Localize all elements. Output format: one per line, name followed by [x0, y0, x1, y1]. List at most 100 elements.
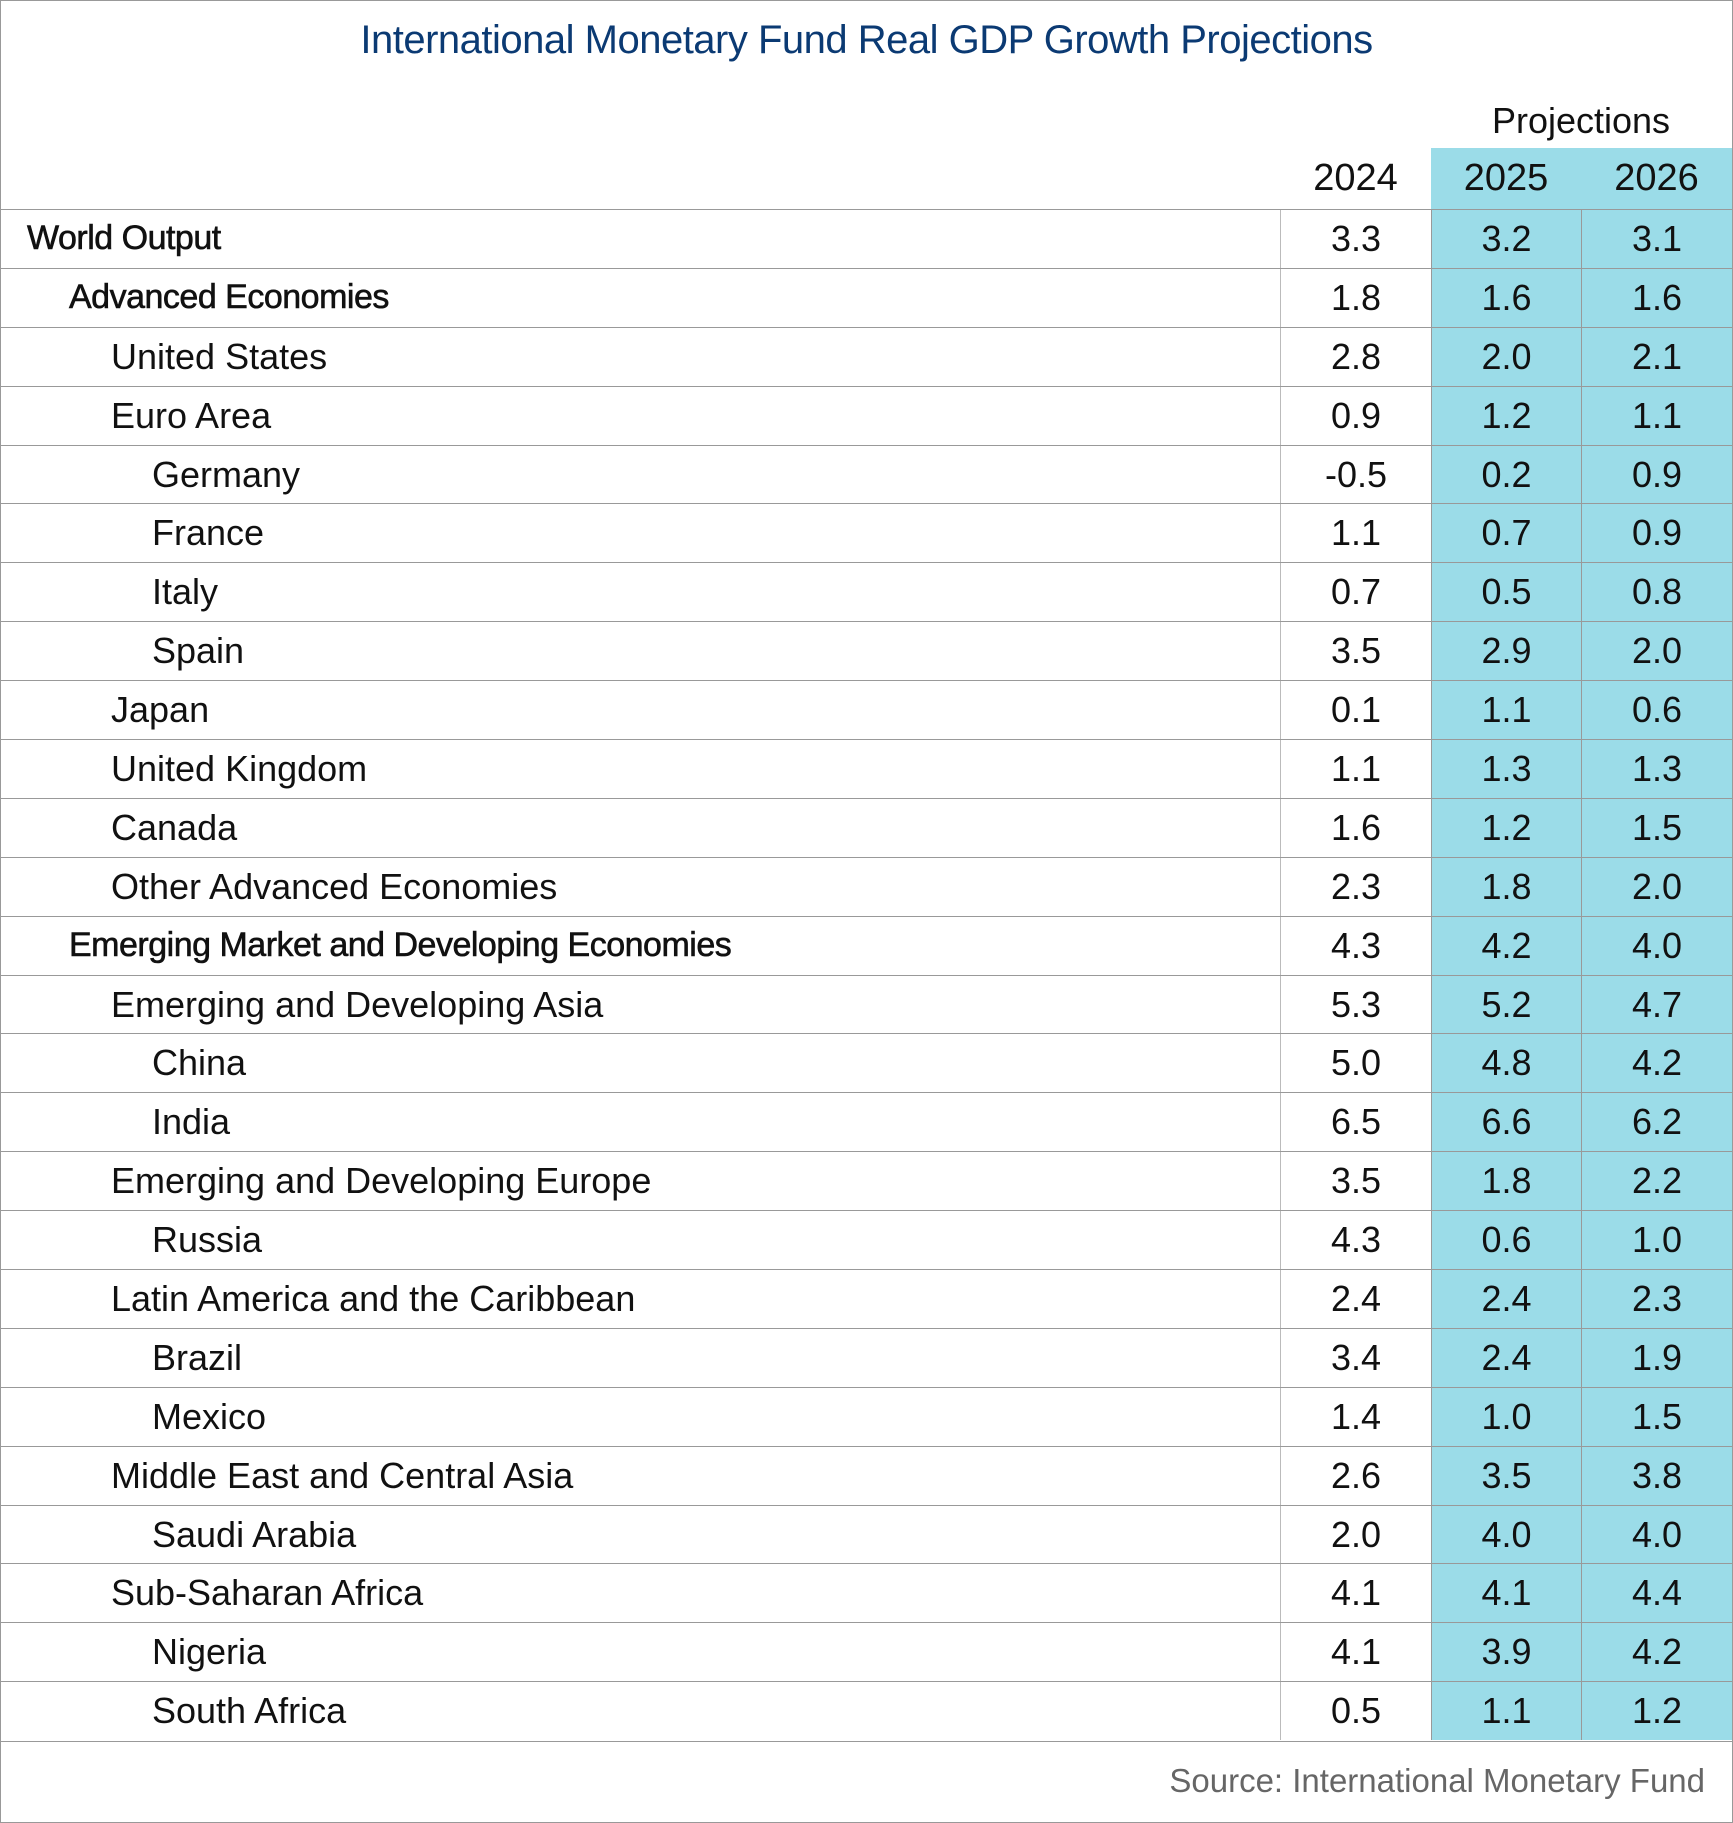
cell-2026: 2.0	[1581, 622, 1732, 681]
cell-2024: 0.5	[1280, 1682, 1431, 1741]
cell-2024: 2.0	[1280, 1505, 1431, 1564]
cell-2025: 0.2	[1431, 445, 1581, 504]
page-title: International Monetary Fund Real GDP Gro…	[360, 18, 1373, 62]
cell-2026: 1.6	[1581, 268, 1732, 327]
cell-2025: 6.6	[1431, 1093, 1581, 1152]
table-row: Brazil 3.4 2.4 1.9	[0, 1327, 1733, 1387]
cell-2024: 1.4	[1280, 1387, 1431, 1446]
projections-label: Projections	[1491, 100, 1671, 141]
cell-2026: 0.8	[1581, 563, 1732, 622]
cell-2026: 3.1	[1581, 210, 1732, 268]
cell-2024: 0.1	[1280, 681, 1431, 740]
cell-2025: 1.1	[1431, 1682, 1581, 1741]
cell-2026: 4.0	[1581, 1505, 1732, 1564]
row-label: China	[152, 1042, 247, 1084]
cell-2024: 1.6	[1280, 798, 1431, 857]
row-label: Brazil	[152, 1336, 243, 1378]
table-row: Emerging Market and Developing Economies…	[0, 915, 1733, 975]
row-label: Canada	[111, 806, 238, 848]
row-label: Sub-Saharan Africa	[111, 1572, 424, 1614]
table-row: Advanced Economies 1.8 1.6 1.6	[0, 267, 1733, 327]
cell-2024: 3.4	[1280, 1328, 1431, 1387]
table-row: Sub-Saharan Africa 4.1 4.1 4.4	[0, 1563, 1733, 1623]
row-label: Other Advanced Economies	[111, 865, 558, 907]
cell-2025: 0.5	[1431, 563, 1581, 622]
row-label: Euro Area	[111, 394, 272, 436]
table-row: Canada 1.6 1.2 1.5	[0, 797, 1733, 857]
cell-2026: 4.0	[1581, 916, 1732, 975]
cell-2025: 1.2	[1431, 798, 1581, 857]
cell-2025: 1.2	[1431, 386, 1581, 445]
cell-2026: 1.1	[1581, 386, 1732, 445]
cell-2024: 4.3	[1280, 916, 1431, 975]
row-label: United States	[111, 335, 328, 377]
row-label: Italy	[152, 571, 219, 613]
table-row: Italy 0.7 0.5 0.8	[0, 562, 1733, 622]
cell-2025: 3.2	[1431, 210, 1581, 268]
cell-2024: 4.1	[1280, 1564, 1431, 1623]
cell-2024: 3.5	[1280, 1152, 1431, 1211]
cell-2024: 3.5	[1280, 622, 1431, 681]
cell-2025: 1.8	[1431, 1152, 1581, 1211]
table-row: Spain 3.5 2.9 2.0	[0, 621, 1733, 681]
cell-2024: 5.0	[1280, 1034, 1431, 1093]
row-label: Russia	[152, 1219, 263, 1261]
row-label: Mexico	[152, 1395, 267, 1437]
cell-2026: 1.3	[1581, 740, 1732, 798]
row-label: Saudi Arabia	[152, 1513, 357, 1555]
table-row: Nigeria 4.1 3.9 4.2	[0, 1622, 1733, 1682]
cell-2025: 4.1	[1431, 1564, 1581, 1623]
cell-2025: 0.6	[1431, 1211, 1581, 1270]
row-label: South Africa	[152, 1690, 347, 1732]
cell-2024: 5.3	[1280, 975, 1431, 1034]
table-row: United Kingdom 1.1 1.3 1.3	[0, 739, 1733, 798]
cell-2026: 2.2	[1581, 1152, 1732, 1211]
cell-2025: 1.6	[1431, 268, 1581, 327]
row-label: Spain	[152, 630, 245, 672]
cell-2024: 1.1	[1280, 504, 1431, 563]
row-label: Emerging Market and Developing Economies	[69, 925, 732, 964]
cell-2026: 0.9	[1581, 445, 1732, 504]
table-row: Russia 4.3 0.6 1.0	[0, 1210, 1733, 1270]
column-header-2024: 2024	[1313, 157, 1398, 199]
cell-2024: 2.8	[1280, 327, 1431, 386]
cell-2025: 2.0	[1431, 327, 1581, 386]
table-row: Other Advanced Economies 2.3 1.8 2.0	[0, 856, 1733, 916]
row-label: United Kingdom	[111, 748, 368, 790]
cell-2026: 1.9	[1581, 1328, 1732, 1387]
cell-2025: 0.7	[1431, 504, 1581, 563]
cell-2024: 4.3	[1280, 1211, 1431, 1270]
cell-2026: 3.8	[1581, 1446, 1732, 1505]
cell-2026: 2.0	[1581, 857, 1732, 916]
row-label: Latin America and the Caribbean	[111, 1278, 636, 1320]
cell-2026: 4.4	[1581, 1564, 1732, 1623]
table-row: Euro Area 0.9 1.2 1.1	[0, 385, 1733, 445]
row-label: Advanced Economies	[69, 277, 390, 317]
cell-2025: 4.0	[1431, 1505, 1581, 1564]
cell-2025: 2.4	[1431, 1270, 1581, 1328]
cell-2025: 2.4	[1431, 1328, 1581, 1387]
cell-2026: 4.7	[1581, 975, 1732, 1034]
table-row: United States 2.8 2.0 2.1	[0, 326, 1733, 386]
table-row: South Africa 0.5 1.1 1.2	[0, 1681, 1733, 1741]
cell-2026: 4.2	[1581, 1623, 1732, 1682]
cell-2025: 4.2	[1431, 916, 1581, 975]
row-label: World Output	[27, 219, 222, 258]
table-row: World Output 3.3 3.2 3.1	[0, 209, 1733, 268]
table-row: Emerging and Developing Asia 5.3 5.2 4.7	[0, 974, 1733, 1034]
row-label: Nigeria	[152, 1631, 267, 1673]
table-row: Latin America and the Caribbean 2.4 2.4 2.3	[0, 1269, 1733, 1328]
cell-2026: 0.9	[1581, 504, 1732, 563]
cell-2024: 2.3	[1280, 857, 1431, 916]
cell-2024: 6.5	[1280, 1093, 1431, 1152]
cell-2026: 1.2	[1581, 1682, 1732, 1741]
row-label: France	[152, 512, 265, 554]
table-body: World Output 3.3 3.2 3.1 Advanced Economies 1…	[0, 209, 1733, 1741]
column-header-2025: 2025	[1431, 148, 1581, 209]
row-label: Middle East and Central Asia	[111, 1454, 574, 1496]
cell-2024: 1.8	[1280, 268, 1431, 327]
table-row: Germany -0.5 0.2 0.9	[0, 444, 1733, 504]
cell-2024: 1.1	[1280, 740, 1431, 798]
table-row: Emerging and Developing Europe 3.5 1.8 2.2	[0, 1151, 1733, 1211]
cell-2025: 3.5	[1431, 1446, 1581, 1505]
